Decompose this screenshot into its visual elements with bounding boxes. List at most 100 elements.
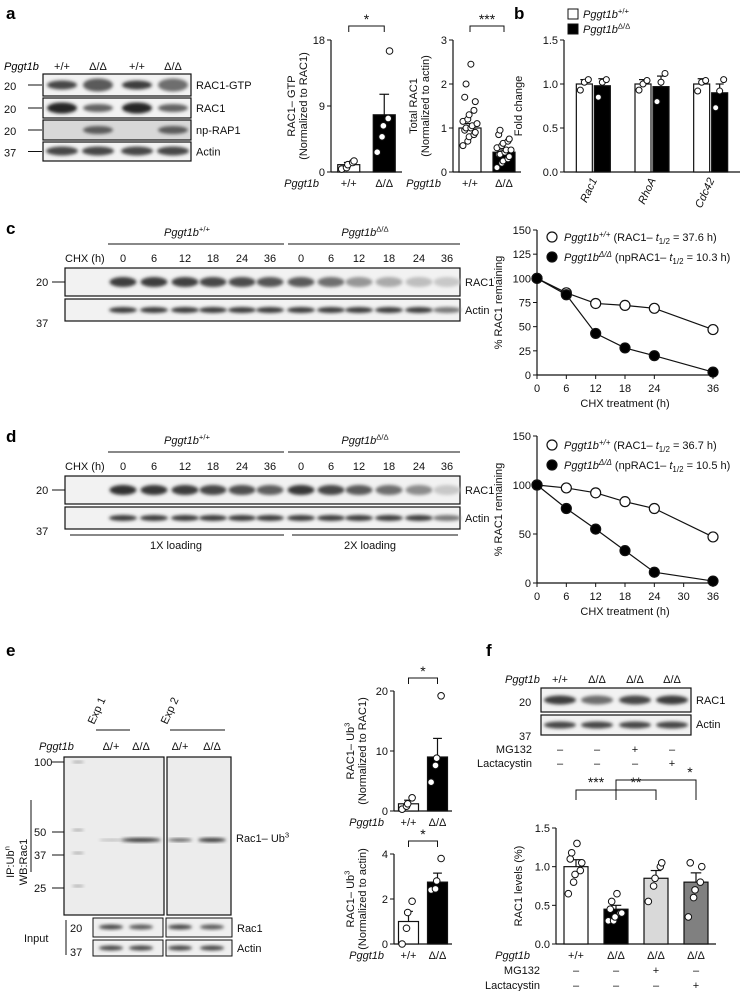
data-point — [402, 924, 411, 933]
time-label: 24 — [236, 253, 248, 265]
panel-label-d: d — [6, 427, 16, 446]
time-label: 12 — [353, 461, 365, 473]
y-tick-label: 125 — [513, 249, 531, 261]
mg132-sign: + — [653, 965, 659, 977]
legend-rest: (npRAC1– — [612, 252, 669, 264]
legend-swatch-wt — [567, 8, 579, 20]
time-label: 36 — [441, 253, 453, 265]
data-point — [702, 76, 710, 84]
band-rac1 — [83, 104, 113, 112]
mg132-sign-f: – — [594, 744, 601, 756]
series-point — [619, 496, 631, 508]
data-point — [496, 126, 504, 134]
y-axis-label-2: (Normalized to actin) — [357, 848, 369, 949]
data-point — [467, 60, 475, 68]
lactacystin-sign: + — [693, 980, 699, 991]
x-tick-label: +/+ — [341, 178, 357, 190]
lane-label-f: Δ/Δ — [588, 674, 606, 686]
lane-label-e: Δ/Δ — [203, 741, 221, 753]
y-tick-label: 75 — [519, 298, 531, 310]
lane-label-f: Δ/Δ — [663, 674, 681, 686]
mw37: 37 — [36, 318, 48, 330]
legend-label-wt-sup: +/+ — [618, 7, 630, 16]
series-point — [619, 545, 631, 557]
x-genotype-label: Pggt1b — [349, 817, 384, 829]
mw37: 37 — [36, 526, 48, 538]
legend-marker — [546, 251, 558, 263]
band-rac1 — [256, 277, 284, 287]
band-actin-f — [656, 721, 688, 729]
band-actin — [121, 146, 153, 156]
band-rac1 — [122, 102, 152, 114]
band-rac1 — [109, 277, 137, 287]
series-line — [536, 277, 714, 373]
data-point — [696, 878, 705, 886]
blot-e: Exp 1 Exp 2 Pggt1b Δ/+ Δ/Δ Δ/+ Δ/Δ 100 50 37 25 Rac… — [3, 696, 290, 959]
data-point — [635, 86, 643, 94]
band-rac1 — [228, 277, 256, 287]
data-point — [653, 98, 661, 106]
genotype-label: Pggt1b — [4, 61, 39, 73]
x-tick-label: 0 — [534, 383, 540, 395]
time-label: 6 — [328, 461, 334, 473]
data-point — [606, 905, 615, 914]
band-rac1 — [140, 277, 168, 287]
lane-label-e: Δ/+ — [103, 741, 120, 753]
band-rac1-f — [656, 695, 688, 705]
band-rac1 — [345, 277, 373, 287]
header-wt-base: Pggt1b — [164, 227, 199, 239]
mw37-e: 37 — [70, 947, 82, 959]
mw20-f: 20 — [519, 697, 531, 709]
loading-label-2x: 2X loading — [344, 540, 396, 552]
data-point — [657, 78, 665, 86]
x-tick-label: +/+ — [401, 950, 417, 962]
band-label-a: np-RAP1 — [196, 125, 241, 137]
exp1-label: Exp 1 — [86, 696, 109, 727]
mg132-sign: – — [613, 965, 620, 977]
legend-label: Pggt1bΔ/Δ (npRAC1– t1/2 = 10.3 h) — [564, 250, 730, 266]
series-point — [531, 272, 543, 284]
data-point — [432, 877, 441, 885]
y-tick-label: 1.0 — [535, 862, 550, 874]
legend-rest: (RAC1– — [610, 232, 655, 244]
chx-label: CHX (h) — [65, 253, 105, 265]
band-rac1-f — [619, 695, 651, 705]
y-axis-label-2: (Normalized to RAC1) — [298, 52, 310, 160]
mw-label-a: 20 — [4, 81, 16, 93]
band-rac1 — [375, 485, 403, 495]
y-tick-label: 0 — [382, 939, 388, 951]
data-point — [602, 76, 610, 84]
data-point — [427, 778, 435, 787]
input-band-actin: Actin — [237, 943, 261, 955]
legend-marker — [546, 459, 558, 471]
legend-label: Pggt1b+/+ (RAC1– t1/2 = 37.6 h) — [564, 230, 717, 246]
y-tick-label: 0.0 — [543, 167, 558, 179]
y-tick-label: 9 — [319, 101, 325, 113]
series-point — [707, 366, 719, 378]
legend-genotype-sup: +/+ — [599, 230, 611, 239]
band-actin — [287, 515, 315, 521]
x-tick-label: 24 — [648, 591, 660, 603]
lactacystin-label-f: Lactacystin — [477, 758, 532, 770]
band-label-a: RAC1-GTP — [196, 80, 252, 92]
y-axis-label-sup: 3 — [343, 723, 352, 727]
bar — [563, 866, 589, 945]
band-actin-f — [544, 721, 576, 729]
data-point — [564, 889, 573, 898]
data-point — [432, 754, 441, 763]
band-label: RAC1 — [465, 277, 494, 289]
data-point — [431, 885, 440, 893]
data-point — [385, 47, 394, 55]
sig-bracket — [408, 840, 438, 847]
chx-label: CHX (h) — [65, 461, 105, 473]
band-rac1 — [171, 485, 199, 495]
lactacystin-sign: – — [653, 980, 660, 991]
ladder-band — [72, 829, 84, 831]
time-label: 12 — [179, 253, 191, 265]
y-tick-label: 0.0 — [535, 939, 550, 951]
header-ko-base: Pggt1b — [341, 435, 376, 447]
band-actin — [433, 307, 461, 313]
input-rac1-left — [92, 917, 164, 938]
x-axis-label: CHX treatment (h) — [580, 398, 669, 410]
